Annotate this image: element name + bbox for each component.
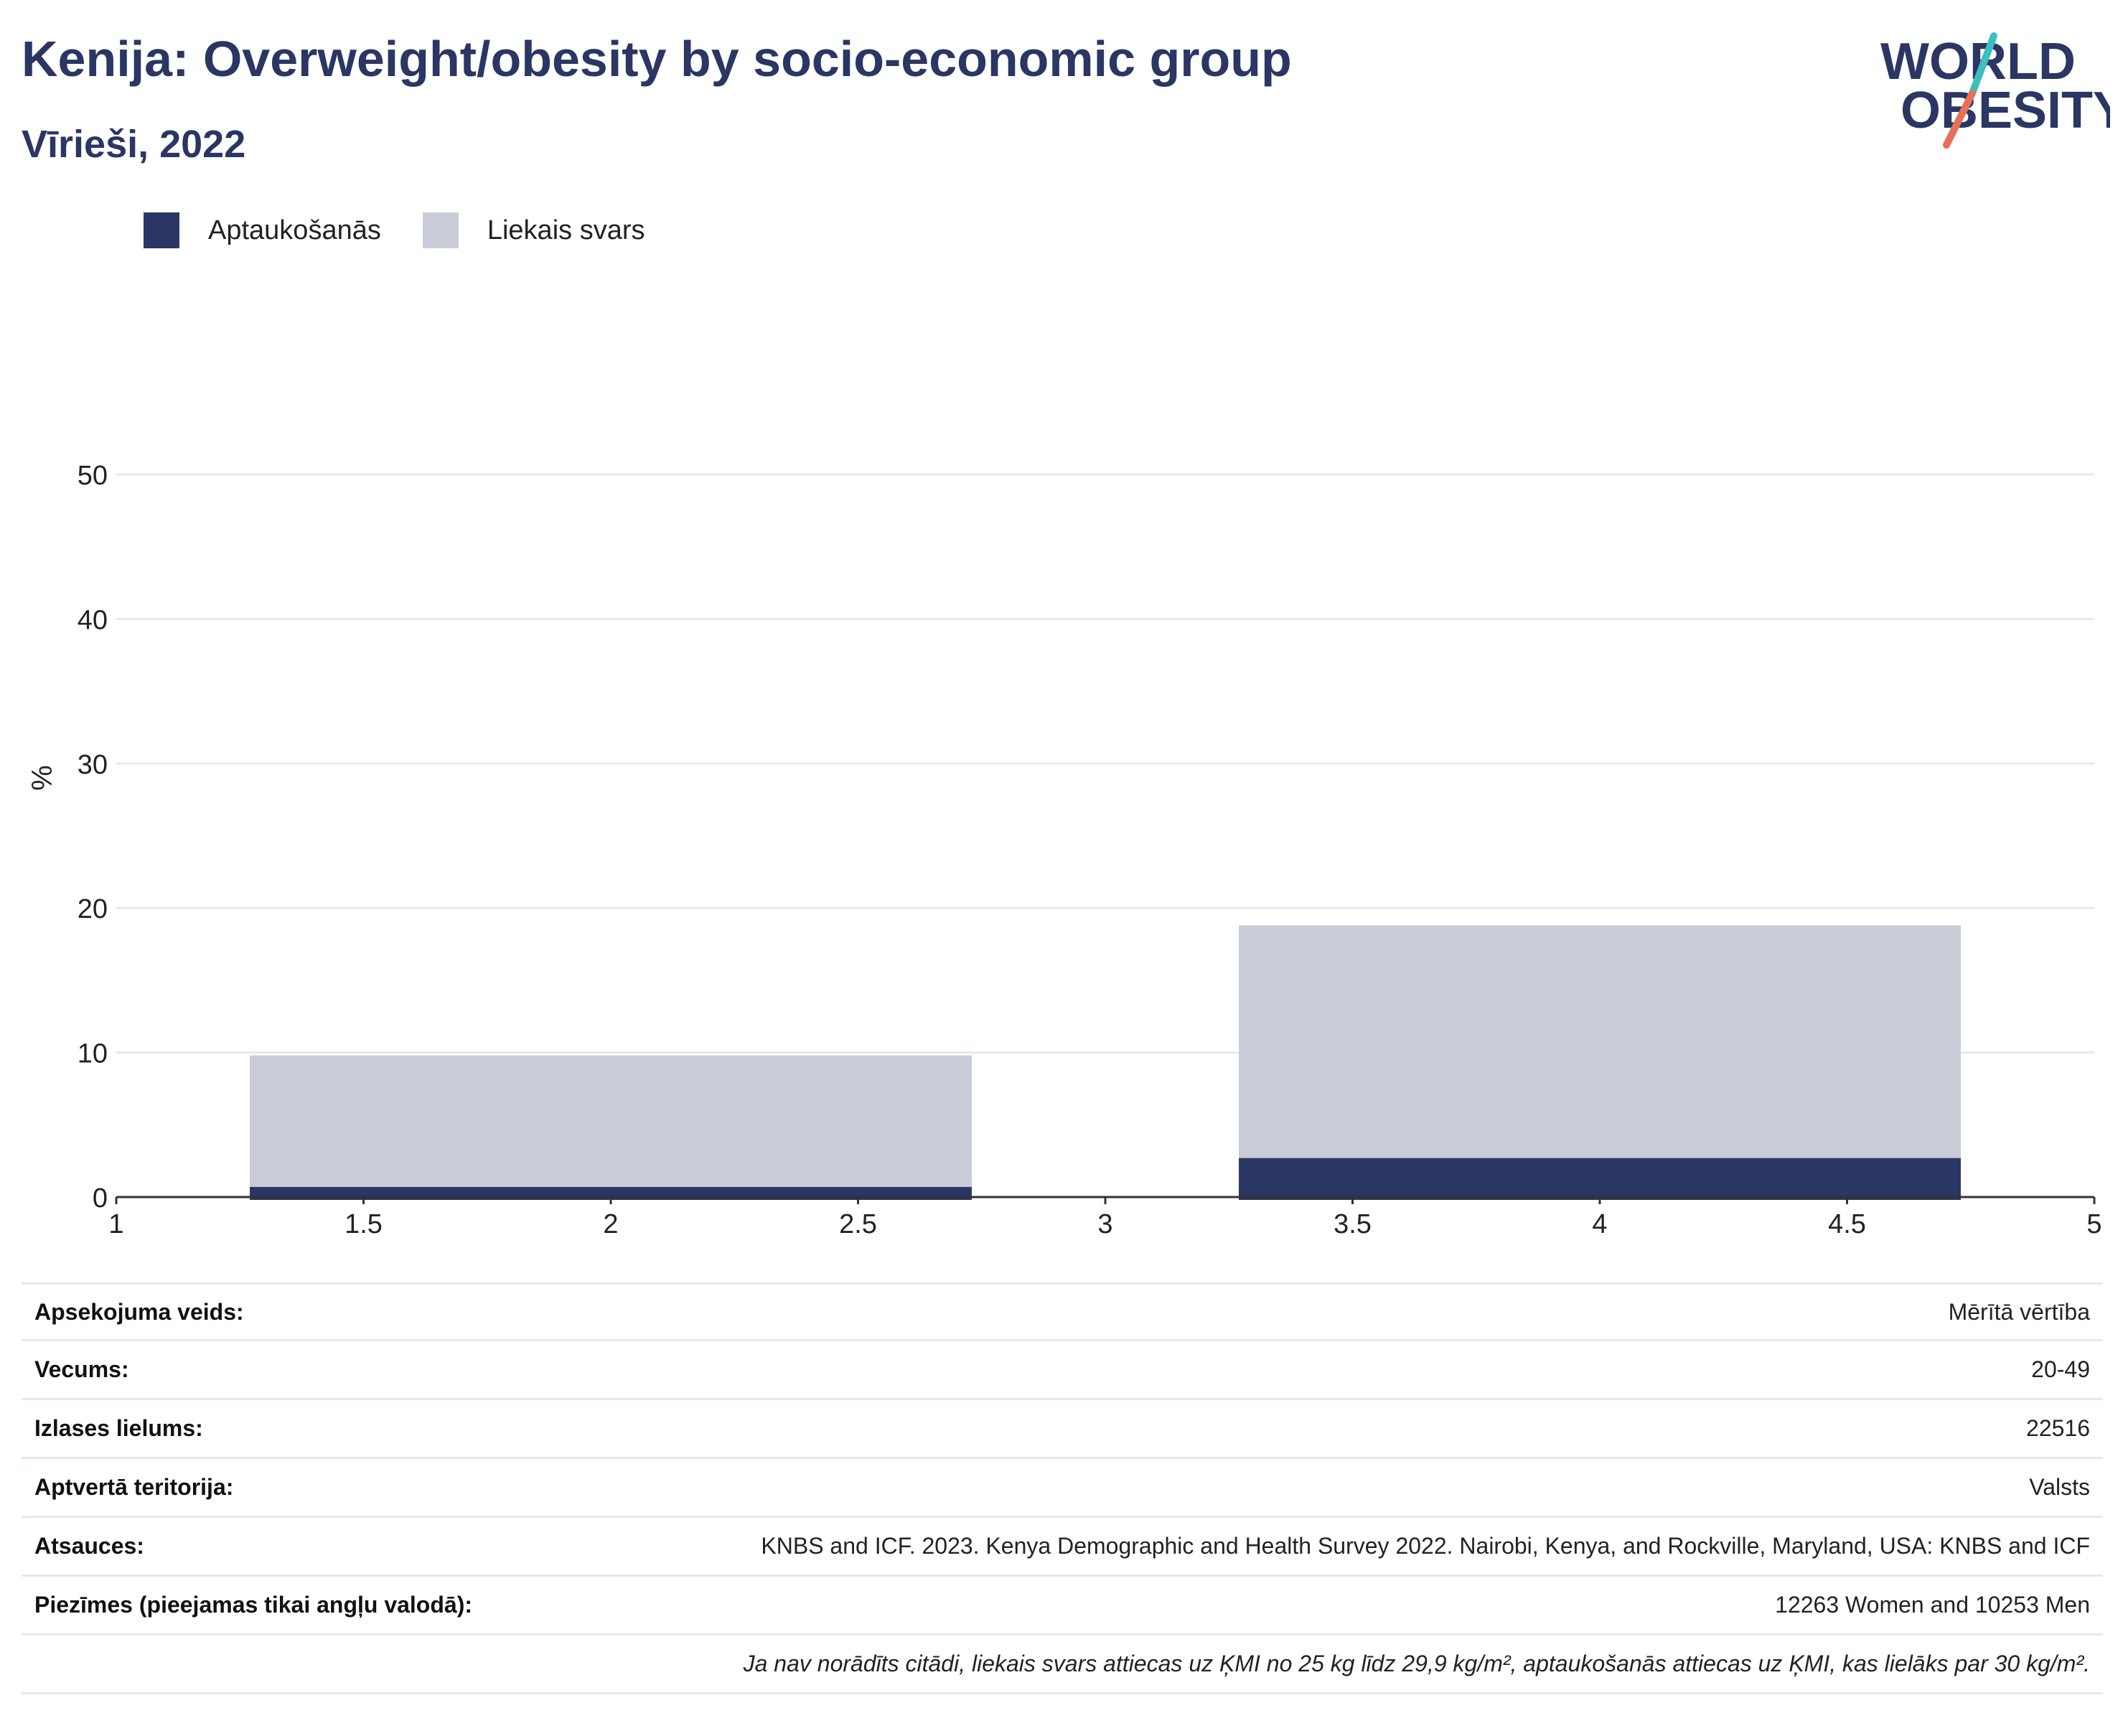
world-obesity-logo: WORLD OBESITY bbox=[1880, 32, 2110, 149]
y-tick-label: 0 bbox=[93, 1183, 108, 1214]
info-row-sample-size: Izlases lielums: 22516 bbox=[22, 1400, 2103, 1459]
info-value: Mērītā vērtība bbox=[1948, 1298, 2090, 1325]
x-tick-label: 4 bbox=[1592, 1209, 1607, 1239]
info-value: Valsts bbox=[2029, 1474, 2090, 1500]
info-row-age: Vecums: 20-49 bbox=[22, 1341, 2103, 1400]
y-tick-label: 20 bbox=[78, 894, 108, 924]
info-row-references: Atsauces: KNBS and ICF. 2023. Kenya Demo… bbox=[22, 1518, 2103, 1577]
y-axis-label: % bbox=[27, 765, 58, 791]
info-label: Aptvertā teritorija: bbox=[34, 1474, 234, 1500]
info-label: Piezīmes (pieejamas tikai angļu valodā): bbox=[34, 1592, 472, 1618]
chart-plot: 0 10 20 30 40 50 1 1.5 2 2.5 3 3.5 4 4.5 5% bbox=[27, 461, 2102, 1239]
info-value: 22516 bbox=[2026, 1415, 2090, 1441]
legend-label-obesity: Aptaukošanās bbox=[208, 215, 381, 245]
y-tick-label: 40 bbox=[78, 605, 108, 635]
logo-line2: OBESITY bbox=[1901, 82, 2110, 139]
chart-subtitle: Vīrieši, 2022 bbox=[22, 123, 246, 166]
legend-swatch-obesity bbox=[144, 212, 179, 248]
x-tick-label: 4.5 bbox=[1828, 1209, 1866, 1239]
info-row-notes: Piezīmes (pieejamas tikai angļu valodā):… bbox=[22, 1577, 2103, 1636]
info-label: Atsauces: bbox=[34, 1533, 144, 1559]
info-row-coverage: Aptvertā teritorija: Valsts bbox=[22, 1459, 2103, 1518]
bar-overweight bbox=[1239, 925, 1961, 1158]
x-tick-label: 1 bbox=[108, 1209, 123, 1239]
x-tick-label: 1.5 bbox=[345, 1209, 383, 1239]
bar-obesity bbox=[1239, 1158, 1961, 1200]
chart-legend: Aptaukošanās Liekais svars bbox=[144, 212, 686, 248]
legend-item-obesity[interactable]: Aptaukošanās bbox=[144, 212, 381, 248]
y-tick-label: 30 bbox=[78, 750, 108, 780]
logo-slash-teal bbox=[1969, 32, 1997, 97]
legend-label-overweight: Liekais svars bbox=[487, 215, 645, 245]
legend-swatch-overweight bbox=[422, 212, 459, 248]
x-tick-label: 2.5 bbox=[839, 1209, 877, 1239]
definition-note: Ja nav norādīts citādi, liekais svars at… bbox=[743, 1651, 2090, 1676]
chart-title: Kenija: Overweight/obesity by socio-econ… bbox=[22, 31, 1292, 87]
info-value: 20-49 bbox=[2031, 1356, 2090, 1382]
bar-overweight bbox=[250, 1055, 972, 1187]
x-tick-label: 3 bbox=[1097, 1209, 1112, 1239]
info-label: Vecums: bbox=[34, 1356, 129, 1382]
x-tick-label: 2 bbox=[603, 1209, 618, 1239]
y-tick-label: 50 bbox=[78, 461, 108, 491]
logo-slash-coral bbox=[1943, 90, 1976, 149]
info-table: Apsekojuma veids: Mērītā vērtība Vecums:… bbox=[22, 1282, 2103, 1694]
info-label: Apsekojuma veids: bbox=[34, 1298, 244, 1325]
legend-item-overweight[interactable]: Liekais svars bbox=[422, 212, 645, 248]
info-value: 12263 Women and 10253 Men bbox=[1775, 1592, 2090, 1618]
y-tick-label: 10 bbox=[78, 1039, 108, 1069]
info-row-survey-type: Apsekojuma veids: Mērītā vērtība bbox=[22, 1282, 2103, 1341]
info-label: Izlases lielums: bbox=[34, 1415, 203, 1441]
info-row-definition-note: Ja nav norādīts citādi, liekais svars at… bbox=[22, 1636, 2103, 1694]
x-tick-label: 5 bbox=[2086, 1209, 2101, 1239]
info-value: KNBS and ICF. 2023. Kenya Demographic an… bbox=[761, 1533, 2090, 1559]
x-tick-label: 3.5 bbox=[1334, 1209, 1372, 1239]
